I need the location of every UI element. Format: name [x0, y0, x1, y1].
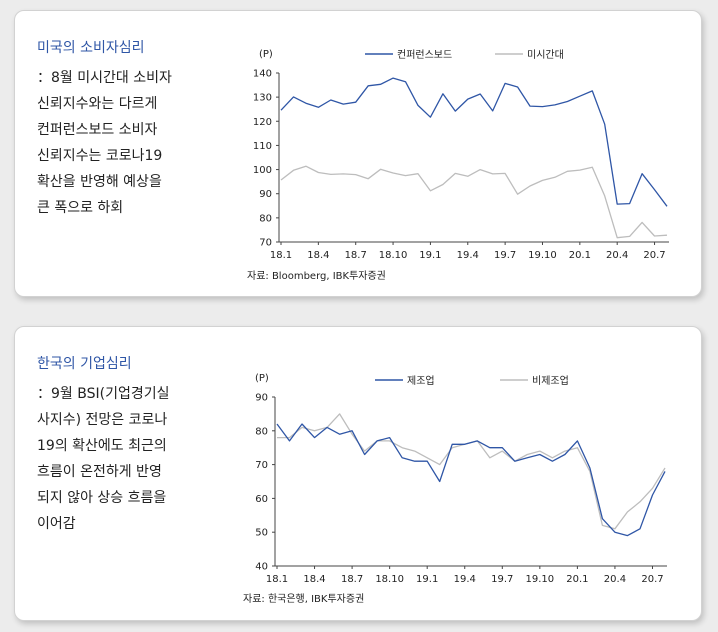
x-tick-label: 20.1 — [569, 250, 591, 261]
panel-title: 한국의 기업심리 — [37, 356, 132, 372]
y-tick-label: 130 — [253, 93, 272, 104]
x-tick-label: 18.7 — [341, 574, 363, 585]
panel-description: ：8월 미시간대 소비자 신뢰지수와는 다르게 컨퍼런스보드 소비자 신뢰지수는… — [37, 70, 172, 216]
x-tick-label: 20.7 — [643, 250, 665, 261]
y-tick-label: 60 — [255, 494, 268, 505]
y-tick-label: 70 — [259, 238, 272, 249]
x-tick-label: 19.4 — [454, 574, 476, 585]
x-tick-label: 18.4 — [303, 574, 325, 585]
y-tick-label: 40 — [255, 562, 268, 573]
y-tick-label: 80 — [255, 426, 268, 437]
y-tick-label: 90 — [255, 393, 268, 404]
source-note: 자료: Bloomberg, IBK투자증권 — [247, 270, 386, 282]
series-line — [276, 423, 666, 537]
x-tick-label: 20.4 — [604, 574, 626, 585]
x-tick-label: 18.10 — [379, 250, 408, 261]
x-tick-label: 18.7 — [345, 250, 367, 261]
x-tick-label: 20.7 — [641, 574, 663, 585]
line-chart-korea-bsi: (P) 40 50 60 70 80 90 18.1 18.4 18.7 18.10 19.1 19.4… — [243, 373, 667, 605]
y-tick-label: 110 — [253, 141, 272, 152]
x-tick-label: 18.1 — [270, 250, 292, 261]
y-unit-label: (P) — [255, 373, 269, 384]
y-tick-label: 140 — [253, 69, 272, 80]
x-tick-label: 18.4 — [307, 250, 329, 261]
x-tick-label: 19.7 — [494, 250, 516, 261]
x-tick-label: 18.10 — [375, 574, 404, 585]
y-tick-label: 90 — [259, 189, 272, 200]
x-tick-label: 19.7 — [491, 574, 513, 585]
legend-label: 비제조업 — [532, 374, 569, 387]
y-unit-label: (P) — [259, 49, 273, 60]
x-tick-label: 20.1 — [566, 574, 588, 585]
panel-description: ：9월 BSI(기업경기실 사지수) 전망은 코로나 19의 확산에도 최근의 … — [37, 386, 170, 532]
series-line — [280, 165, 668, 239]
y-tick-label: 50 — [255, 528, 268, 539]
x-tick-label: 19.1 — [416, 574, 438, 585]
x-tick-label: 18.1 — [266, 574, 288, 585]
y-tick-label: 80 — [259, 213, 272, 224]
x-tick-label: 19.10 — [526, 574, 555, 585]
series-line — [280, 77, 668, 207]
y-tick-label: 100 — [253, 165, 272, 176]
y-tick-label: 120 — [253, 117, 272, 128]
source-note: 자료: 한국은행, IBK투자증권 — [243, 593, 364, 605]
panel-title: 미국의 소비자심리 — [37, 40, 145, 56]
legend-label: 미시간대 — [527, 49, 564, 61]
x-tick-label: 20.4 — [606, 250, 628, 261]
y-tick-label: 70 — [255, 460, 268, 471]
x-tick-label: 19.10 — [528, 250, 557, 261]
line-chart-us-sentiment: (P) 70 80 90 100 110 120 130 140 18.1 18.4 18.7 18.1… — [247, 49, 669, 282]
legend-label: 컨퍼런스보드 — [397, 49, 452, 61]
x-tick-label: 19.4 — [457, 250, 479, 261]
legend-label: 제조업 — [407, 374, 435, 387]
panel-us-consumer-sentiment: 미국의 소비자심리 ：8월 미시간대 소비자 신뢰지수와는 다르게 컨퍼런스보드… — [14, 10, 702, 297]
panel-korea-business-sentiment: 한국의 기업심리 ：9월 BSI(기업경기실 사지수) 전망은 코로나 19의 … — [14, 326, 702, 621]
x-tick-label: 19.1 — [419, 250, 441, 261]
